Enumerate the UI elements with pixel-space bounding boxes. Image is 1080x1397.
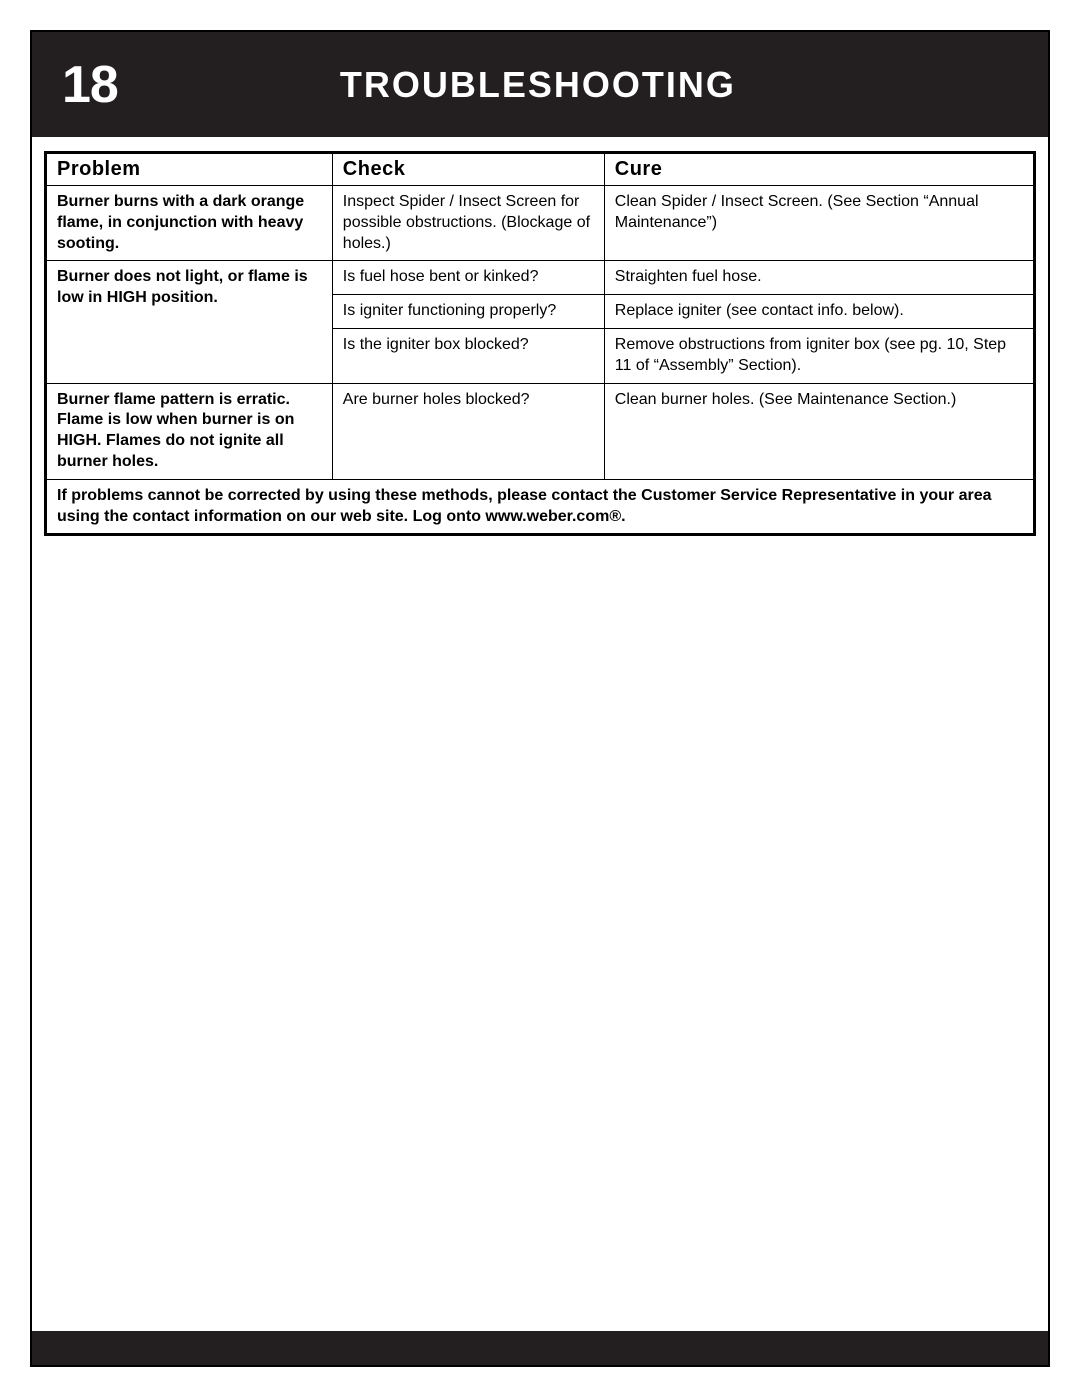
cell-check: Is igniter functioning properly?	[332, 295, 604, 329]
page-frame: 18 TROUBLESHOOTING Problem Check Cure Bu…	[30, 30, 1050, 1367]
cell-cure: Straighten fuel hose.	[604, 261, 1034, 295]
header-bar: 18 TROUBLESHOOTING	[32, 32, 1048, 137]
page-title: TROUBLESHOOTING	[118, 64, 1018, 106]
table-row: Burner burns with a dark orange flame, i…	[46, 186, 1035, 261]
cell-cure: Clean Spider / Insect Screen. (See Secti…	[604, 186, 1034, 261]
footer-note: If problems cannot be corrected by using…	[46, 479, 1035, 535]
cell-problem: Burner burns with a dark orange flame, i…	[46, 186, 333, 261]
page-number: 18	[62, 55, 118, 115]
cell-cure: Clean burner holes. (See Maintenance Sec…	[604, 383, 1034, 479]
table-header-row: Problem Check Cure	[46, 153, 1035, 186]
cell-problem: Burner flame pattern is erratic. Flame i…	[46, 383, 333, 479]
troubleshooting-table: Problem Check Cure Burner burns with a d…	[44, 151, 1036, 536]
header-problem: Problem	[46, 153, 333, 186]
cell-problem: Burner does not light, or flame is low i…	[46, 261, 333, 383]
cell-check: Is fuel hose bent or kinked?	[332, 261, 604, 295]
header-check: Check	[332, 153, 604, 186]
cell-check: Is the igniter box blocked?	[332, 328, 604, 383]
header-cure: Cure	[604, 153, 1034, 186]
cell-check: Are burner holes blocked?	[332, 383, 604, 479]
table-row: Burner does not light, or flame is low i…	[46, 261, 1035, 295]
cell-cure: Replace igniter (see contact info. below…	[604, 295, 1034, 329]
cell-check: Inspect Spider / Insect Screen for possi…	[332, 186, 604, 261]
table-footer-row: If problems cannot be corrected by using…	[46, 479, 1035, 535]
cell-cure: Remove obstructions from igniter box (se…	[604, 328, 1034, 383]
table-row: Burner flame pattern is erratic. Flame i…	[46, 383, 1035, 479]
footer-bar	[32, 1331, 1048, 1365]
content-area: Problem Check Cure Burner burns with a d…	[32, 137, 1048, 536]
